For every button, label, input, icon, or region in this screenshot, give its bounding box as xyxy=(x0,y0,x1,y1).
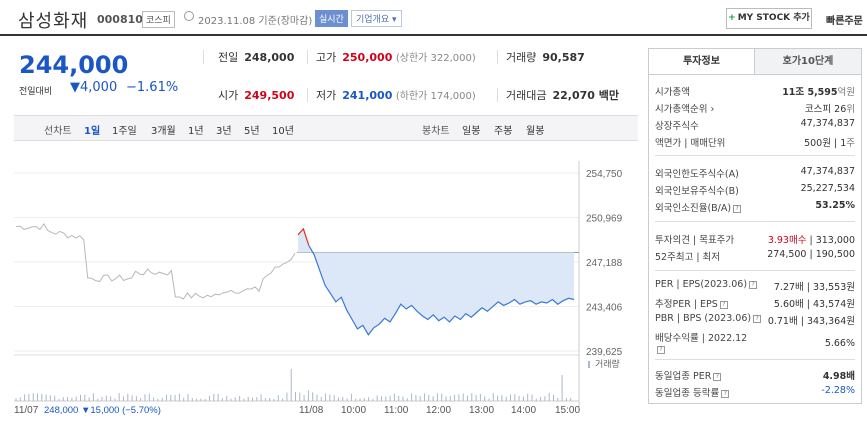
prev-day-line xyxy=(15,222,296,300)
tab-1day[interactable]: 1일 xyxy=(84,126,101,137)
tab-1year[interactable]: 1년 xyxy=(188,126,204,137)
tab-monthly[interactable]: 월봉 xyxy=(526,126,545,137)
x-tick-label: 11:00 xyxy=(384,405,409,416)
tab-3year[interactable]: 3년 xyxy=(216,126,232,137)
x-tick-label: 15:00 xyxy=(555,405,580,416)
prev-close: 전일 248,000 xyxy=(218,51,295,64)
market-cap-rank-row[interactable]: 시가총액순위 › 코스피 26위 xyxy=(655,104,855,115)
plus-icon: + xyxy=(728,13,736,23)
tab-orderbook[interactable]: 호가10단계 xyxy=(755,49,861,74)
help-icon[interactable]: ? xyxy=(719,300,728,309)
sector-per-row: 동일업종 PER? 4.98배 xyxy=(655,371,855,382)
per-row: PER | EPS(2023.06)? 7.27배 | 33,553원 xyxy=(655,279,855,293)
chart-period-tabs: 선차트 1일 1주일 3개월 1년 3년 5년 10년 봉차트 일봉 주봉 월봉 xyxy=(14,115,638,141)
price-chart[interactable]: 254,750 250,969 247,188 243,406 239,625 거래량 11… xyxy=(14,141,638,427)
foreign-ratio-row: 외국인소진율(B/A)? 53.25% xyxy=(655,200,855,214)
stock-code: 000810 xyxy=(97,13,143,26)
tab-10year[interactable]: 10년 xyxy=(272,126,294,137)
stock-header: 삼성화재 000810 코스피 2023.11.08 기준(장마감) 실시간 기… xyxy=(0,0,867,36)
clock-icon xyxy=(184,11,194,21)
x-tick-label: 14:00 xyxy=(511,405,536,416)
mystock-label: MY STOCK 추가 xyxy=(737,13,810,23)
current-price: 244,000 xyxy=(19,51,129,79)
x-tick-label: 11/07 xyxy=(14,405,39,416)
sector-change-row: 동일업종 등락률? -2.28% xyxy=(655,385,855,399)
day-high: 고가 250,000 (상한가 322,000) xyxy=(316,51,476,64)
below-ref-area xyxy=(298,228,574,335)
company-info-label: 기업개요 xyxy=(356,15,390,25)
help-icon[interactable]: ? xyxy=(749,280,758,289)
quick-order-button[interactable]: 빠른주문 xyxy=(826,16,863,27)
realtime-button[interactable]: 실시간 xyxy=(315,10,348,27)
add-mystock-button[interactable]: + MY STOCK 추가 xyxy=(726,8,812,29)
week52-row: 52주최고 | 최저 274,500 | 190,500 xyxy=(655,249,855,263)
y-tick-label: 239,625 xyxy=(586,347,623,358)
help-icon[interactable]: ? xyxy=(657,345,665,354)
help-icon[interactable]: ? xyxy=(753,314,762,323)
volume-legend: 거래량 xyxy=(595,358,620,369)
investment-info-panel: 투자정보 호가10단계 시가총액 11조 5,595억원 시가총액순위 › 코스피 … xyxy=(648,48,862,404)
tab-weekly[interactable]: 주봉 xyxy=(494,126,513,137)
x-tick-label: 11/08 xyxy=(299,405,324,416)
tab-1week[interactable]: 1주일 xyxy=(112,126,137,137)
help-icon[interactable]: ? xyxy=(721,389,730,398)
par-value-row: 액면가 | 매매단위 500원 | 1주 xyxy=(655,138,855,149)
volume-legend-swatch xyxy=(588,361,590,368)
opinion-row: 투자의견 | 목표주가 3.93매수 | 313,000 xyxy=(655,235,855,246)
change-percent: −1.61% xyxy=(126,80,179,95)
line-chart-label: 선차트 xyxy=(44,126,72,137)
dividend-row: 배당수익률 | 2022.12? 5.66% xyxy=(655,333,855,354)
y-tick-label: 247,188 xyxy=(586,258,623,269)
y-tick-label: 243,406 xyxy=(586,303,623,314)
change-value: ▼4,000 xyxy=(70,80,118,95)
help-icon[interactable]: ? xyxy=(713,372,722,381)
trade-amount: 거래대금 22,070 백만 xyxy=(506,89,620,102)
chevron-down-icon: ▾ xyxy=(392,15,397,25)
tab-daily[interactable]: 일봉 xyxy=(462,126,481,137)
candle-chart-label: 봉차트 xyxy=(422,126,450,137)
y-tick-label: 254,750 xyxy=(586,169,623,180)
pbr-row: PBR | BPS (2023.06)? 0.71배 | 343,364원 xyxy=(655,313,855,327)
market-cap-row: 시가총액 11조 5,595억원 xyxy=(655,87,855,98)
x-tick-label: 12:00 xyxy=(426,405,451,416)
y-tick-label: 250,969 xyxy=(586,214,623,225)
volume: 거래량 90,587 xyxy=(506,51,585,64)
base-date: 2023.11.08 기준(장마감) xyxy=(198,16,313,27)
day-low: 저가 241,000 (하한가 174,000) xyxy=(316,89,476,102)
listed-shares-row: 상장주식수 47,374,837 xyxy=(655,118,855,132)
prev-day-summary: 248,000 ▼15,000 (−5.70%) xyxy=(44,405,161,416)
change-label: 전일대비 xyxy=(19,87,53,97)
help-icon[interactable]: ? xyxy=(733,204,742,213)
foreign-limit-row: 외국인한도주식수(A) 47,374,837 xyxy=(655,166,855,180)
tab-investment-info[interactable]: 투자정보 xyxy=(649,49,755,74)
x-tick-label: 10:00 xyxy=(341,405,366,416)
market-badge: 코스피 xyxy=(142,11,175,28)
price-summary: 244,000 전일대비 ▼4,000 −1.61% xyxy=(14,38,206,110)
today-price-line-up xyxy=(297,227,310,246)
info-tabs: 투자정보 호가10단계 xyxy=(649,49,861,75)
tab-3month[interactable]: 3개월 xyxy=(151,126,176,137)
today-price-line xyxy=(308,245,575,336)
stock-name: 삼성화재 xyxy=(18,11,89,32)
foreign-hold-row: 외국인보유주식수(B) 25,227,534 xyxy=(655,183,855,197)
company-info-dropdown[interactable]: 기업개요 ▾ xyxy=(351,10,402,27)
tab-5year[interactable]: 5년 xyxy=(244,126,260,137)
x-tick-label: 13:00 xyxy=(469,405,494,416)
est-per-row: 추정PER | EPS? 5.60배 | 43,574원 xyxy=(655,299,855,310)
open-price: 시가 249,500 xyxy=(218,89,295,102)
